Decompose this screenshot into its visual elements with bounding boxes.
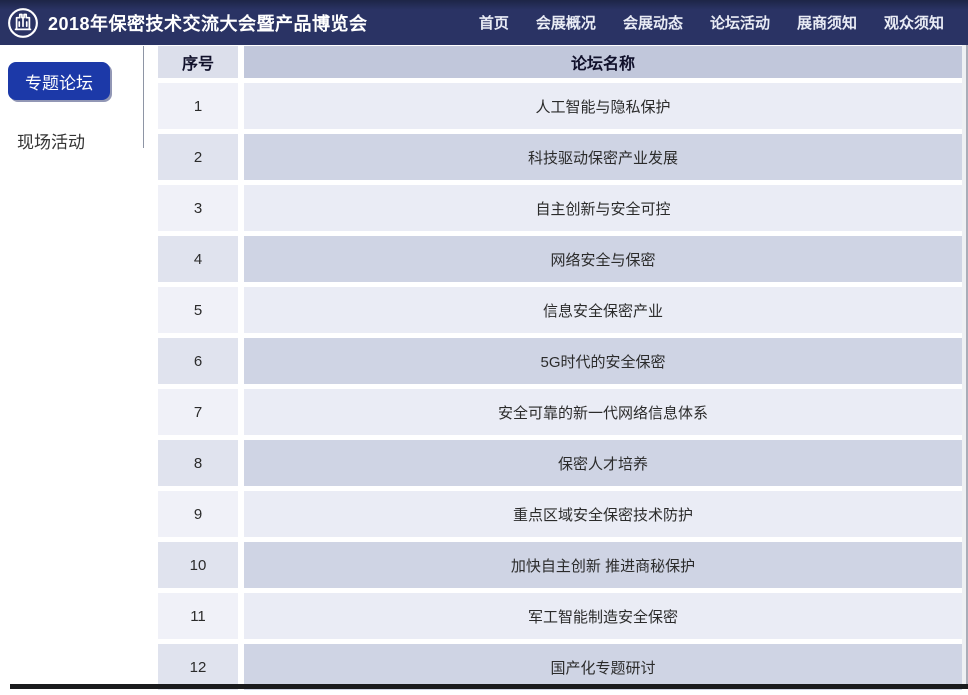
table-header-row: 序号 论坛名称 (158, 46, 962, 78)
table-row: 7 安全可靠的新一代网络信息体系 (158, 389, 962, 435)
top-navigation-bar: 2018年保密技术交流大会暨产品博览会 首页 会展概况 会展动态 论坛活动 展商… (0, 0, 968, 45)
nav-item-expo-overview[interactable]: 会展概况 (535, 15, 596, 32)
row-no-cell: 7 (158, 389, 238, 435)
row-name-cell: 5G时代的安全保密 (244, 338, 962, 384)
row-name-cell: 军工智能制造安全保密 (244, 593, 962, 639)
main-nav: 首页 会展概况 会展动态 论坛活动 展商须知 观众须知 (479, 12, 968, 33)
nav-item-expo-news[interactable]: 会展动态 (622, 15, 683, 32)
table-row: 6 5G时代的安全保密 (158, 338, 962, 384)
row-no-cell: 9 (158, 491, 238, 537)
column-header-name: 论坛名称 (244, 46, 962, 78)
row-no-cell: 8 (158, 440, 238, 486)
table-row: 3 自主创新与安全可控 (158, 185, 962, 231)
row-name-cell: 人工智能与隐私保护 (244, 83, 962, 129)
sidebar-divider (143, 46, 144, 148)
nav-item-forum-activities[interactable]: 论坛活动 (709, 15, 770, 32)
nav-item-visitor-notice[interactable]: 观众须知 (883, 15, 944, 32)
row-name-cell: 科技驱动保密产业发展 (244, 134, 962, 180)
secrecy-emblem-logo-icon (7, 7, 39, 39)
row-no-cell: 12 (158, 644, 238, 690)
sidebar-item-special-forum[interactable]: 专题论坛 (8, 62, 110, 100)
table-row: 9 重点区域安全保密技术防护 (158, 491, 962, 537)
row-name-cell: 安全可靠的新一代网络信息体系 (244, 389, 962, 435)
row-no-cell: 4 (158, 236, 238, 282)
row-name-cell: 网络安全与保密 (244, 236, 962, 282)
row-no-cell: 2 (158, 134, 238, 180)
row-name-cell: 国产化专题研讨 (244, 644, 962, 690)
row-name-cell: 加快自主创新 推进商秘保护 (244, 542, 962, 588)
table-row: 8 保密人才培养 (158, 440, 962, 486)
sidebar-item-onsite-activities[interactable]: 现场活动 (17, 133, 85, 152)
table-row: 11 军工智能制造安全保密 (158, 593, 962, 639)
nav-item-home[interactable]: 首页 (478, 15, 509, 32)
row-no-cell: 3 (158, 185, 238, 231)
row-no-cell: 1 (158, 83, 238, 129)
row-name-cell: 重点区域安全保密技术防护 (244, 491, 962, 537)
table-row: 2 科技驱动保密产业发展 (158, 134, 962, 180)
sidebar: 专题论坛 现场活动 (0, 45, 145, 153)
row-name-cell: 自主创新与安全可控 (244, 185, 962, 231)
row-no-cell: 6 (158, 338, 238, 384)
table-row: 5 信息安全保密产业 (158, 287, 962, 333)
site-title: 2018年保密技术交流大会暨产品博览会 (48, 13, 368, 34)
bottom-edge-bar (10, 684, 968, 689)
forum-table: 序号 论坛名称 1 人工智能与隐私保护 2 科技驱动保密产业发展 3 自主创新与… (158, 46, 962, 695)
nav-item-exhibitor-notice[interactable]: 展商须知 (796, 15, 857, 32)
column-header-no: 序号 (158, 46, 238, 78)
table-row: 10 加快自主创新 推进商秘保护 (158, 542, 962, 588)
row-no-cell: 5 (158, 287, 238, 333)
table-row: 12 国产化专题研讨 (158, 644, 962, 690)
table-row: 1 人工智能与隐私保护 (158, 83, 962, 129)
row-no-cell: 11 (158, 593, 238, 639)
row-name-cell: 保密人才培养 (244, 440, 962, 486)
row-no-cell: 10 (158, 542, 238, 588)
right-scrollbar-strip[interactable] (962, 45, 968, 689)
row-name-cell: 信息安全保密产业 (244, 287, 962, 333)
table-row: 4 网络安全与保密 (158, 236, 962, 282)
